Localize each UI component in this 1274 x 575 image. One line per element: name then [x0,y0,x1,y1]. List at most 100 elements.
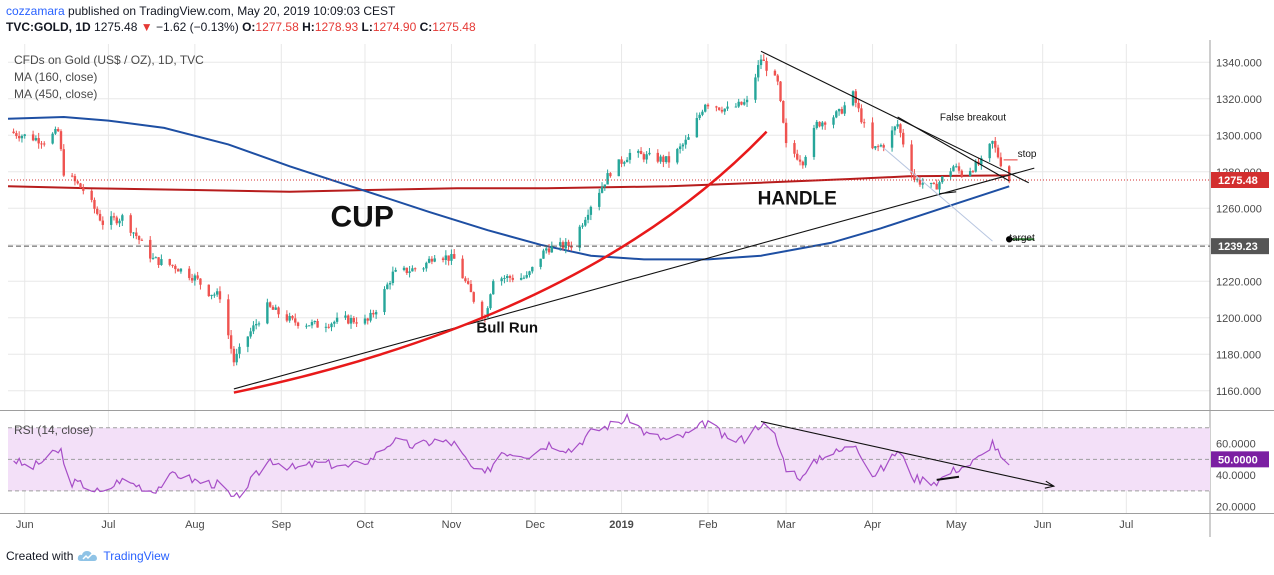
annotation-target: target [1009,233,1035,244]
candle-body [310,322,314,326]
candle-body [547,248,551,253]
tradingview-brand-link[interactable]: TradingView [103,549,170,563]
candle-body [910,144,913,174]
candle-body [835,111,838,118]
candle-body [288,316,291,321]
candle-body [938,182,941,190]
rsi-trendline-0[interactable] [760,420,1054,487]
candle-body [218,291,222,300]
candle-body [932,182,936,184]
trendline-0[interactable] [233,167,1035,390]
candle-body [232,348,236,363]
candle-body [994,140,997,148]
candle-body [899,124,902,133]
annotation-cup: CUP [331,201,394,234]
candle-body [776,75,779,82]
candle-body [782,101,785,123]
candle-body [762,59,765,61]
candle-body [79,183,82,188]
price-tag-label: 1275.48 [1218,175,1258,187]
time-tick-label: Dec [525,519,545,531]
price-tick-label: 1180.000 [1216,349,1261,361]
candle-body [598,192,601,207]
candle-body [957,166,961,171]
trendline-1[interactable] [760,50,1029,184]
candle-body [466,281,470,284]
price-tick-label: 1160.000 [1216,386,1261,398]
candle-body [285,314,289,321]
candle-body [174,265,177,270]
price-change: −1.62 (−0.13%) [155,20,239,34]
candle-body [639,150,643,155]
candle-body [363,318,367,324]
candle-body [271,306,275,310]
candle-body [469,283,473,293]
projection-line[interactable] [883,147,993,242]
time-tick-label: Oct [356,519,373,531]
target-point[interactable] [1006,236,1013,243]
candle-body [698,114,701,119]
candle-body [506,276,509,278]
candlesticks [12,54,1011,367]
candle-body [76,181,79,184]
candle-body [246,336,250,347]
rsi-trendline-1[interactable] [936,475,960,481]
trendline-3[interactable] [939,191,957,195]
price-tick-label: 1260.000 [1216,203,1262,215]
trendline-2[interactable] [897,116,1010,182]
candle-body [519,277,523,280]
candle-body [37,138,40,144]
candle-body [90,190,93,200]
candle-body [118,220,121,224]
price-tick-label: 1200.000 [1216,313,1262,325]
candle-body [701,111,704,115]
candle-body [238,346,241,354]
candle-body [734,106,738,108]
candle-body [157,257,160,265]
time-tick-label: Jul [1119,519,1133,531]
ma160-line [7,115,1010,261]
price-axis[interactable]: 1160.0001180.0001200.0001220.0001240.000… [1216,57,1262,398]
author-name[interactable]: cozzamara [6,4,65,18]
time-tick-label: May [946,519,967,531]
candle-body [98,213,102,221]
candle-body [525,275,528,278]
candle-body [213,294,216,296]
candle-body [132,232,135,234]
candle-body [645,154,648,160]
last-price: 1275.48 [94,20,138,34]
candle-body [274,307,277,310]
time-tick-label: Apr [864,519,881,531]
candle-body [190,278,194,281]
bull-run-curve[interactable] [233,130,768,394]
candle-body [550,245,554,253]
candle-body [215,291,219,295]
candle-body [154,257,158,259]
candle-body [890,130,894,148]
candle-body [347,315,350,324]
time-tick-label: Jul [101,519,115,531]
annotation-false-breakout: False breakout [940,113,1006,124]
candle-body [893,126,897,131]
candle-body [757,65,760,78]
candle-body [860,108,863,123]
candle-body [503,277,506,279]
candle-body [480,301,484,318]
time-tick-label: Aug [185,519,205,531]
candle-body [737,101,740,107]
candle-body [840,109,844,114]
candle-body [135,232,138,237]
open-label: O: [242,20,256,34]
candle-body [62,149,65,176]
high-label: H: [302,20,315,34]
candle-body [664,156,668,163]
legend-ma160[interactable]: MA (160, close) [14,70,98,84]
legend-symbol-title[interactable]: CFDs on Gold (US$ / OZ), 1D, TVC [14,53,204,67]
candle-body [227,299,230,336]
time-axis[interactable]: Jun Jul Aug Sep Oct Nov Dec 2019 Feb Mar Apr May Jun… [16,519,1134,531]
candle-body [461,258,464,279]
legend-ma450[interactable]: MA (450, close) [14,87,98,101]
candle-body [268,302,272,307]
candle-body [843,105,846,114]
